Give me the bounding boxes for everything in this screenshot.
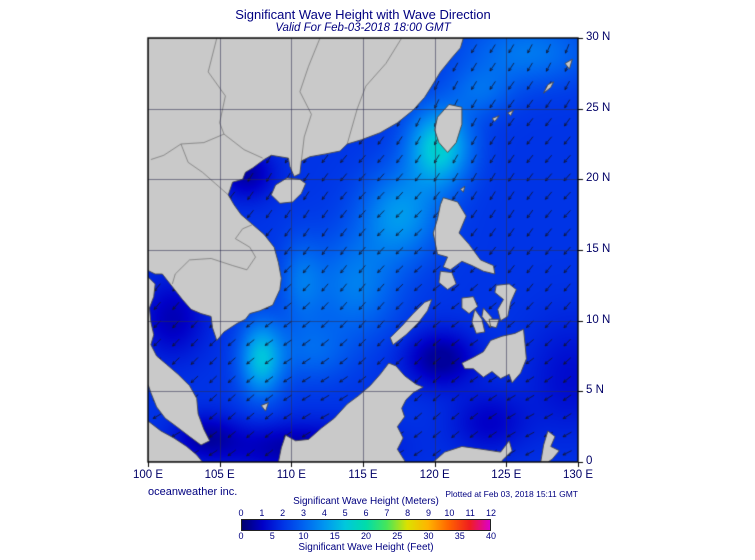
lat-tick-label: 30 N (586, 31, 611, 43)
colorbar-feet-tick: 15 (329, 531, 340, 541)
colorbar-feet-tick: 0 (238, 531, 244, 541)
lat-tick-label: 20 N (586, 172, 611, 185)
lat-tick-label: 5 N (586, 384, 604, 397)
plotted-timestamp: Plotted at Feb 03, 2018 15:11 GMT (445, 489, 578, 499)
colorbar-feet-tick: 20 (360, 531, 372, 541)
colorbar-meters-tick: 12 (485, 508, 497, 518)
colorbar-meters-tick: 8 (405, 508, 411, 518)
colorbar-feet-tick: 30 (423, 531, 434, 541)
colorbar-meters-tick: 6 (363, 508, 369, 518)
colorbar-feet-tick: 35 (454, 531, 465, 541)
colorbar-meters-tick: 10 (444, 508, 455, 518)
colorbar-meters-tick: 9 (425, 508, 432, 518)
colorbar-meters-tick: 5 (342, 508, 348, 518)
colorbar-meters-tick: 1 (259, 508, 265, 518)
colorbar-meters-tick: 0 (238, 508, 244, 518)
colorbar-feet-tick: 25 (392, 531, 403, 541)
lat-tick-label: 10 N (586, 313, 611, 326)
colorbar-meters-tick: 11 (465, 508, 475, 518)
wave-map-canvas (138, 28, 588, 472)
colorbar-feet-ticks: 0 5 10 15 20 25 30 35 40 (238, 531, 496, 542)
colorbar-meters-tick: 3 (300, 508, 307, 518)
colorbar-feet-label: Significant Wave Height (Feet) (298, 542, 434, 553)
chart-title: Significant Wave Height with Wave Direct… (235, 7, 491, 22)
colorbar-feet-tick: 10 (298, 531, 309, 541)
credit-text: oceanweather inc. (148, 486, 238, 498)
colorbar-meters-tick: 4 (321, 508, 327, 518)
lat-tick-label: 25 N (586, 101, 611, 114)
colorbar-gradient (241, 519, 491, 531)
colorbar-meters-label: Significant Wave Height (Meters) (293, 496, 439, 507)
lat-tick-label: 15 N (586, 243, 611, 255)
colorbar-meters-tick: 2 (280, 508, 286, 518)
colorbar-feet-tick: 40 (485, 531, 497, 541)
colorbar-meters-tick: 7 (384, 508, 390, 518)
colorbar-feet-tick: 5 (269, 531, 275, 541)
colorbar-meters-ticks: 0 1 2 3 4 5 6 7 8 9 10 11 12 (238, 508, 496, 519)
